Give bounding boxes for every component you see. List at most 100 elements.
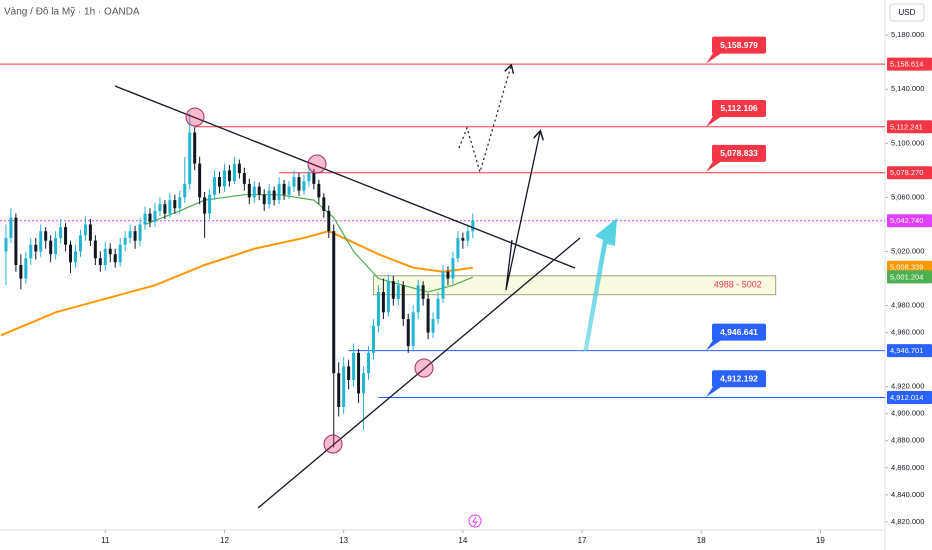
candle-body (203, 197, 207, 214)
candle-body (436, 298, 440, 320)
callout-box (712, 99, 766, 117)
y-tick-label: 4,980.000 (891, 301, 924, 310)
y-tick-label: 4,900.000 (891, 409, 924, 418)
currency: USD (899, 8, 916, 17)
candle-body (456, 237, 460, 259)
price-tag (887, 57, 932, 71)
event-icon-bolt (472, 516, 478, 527)
candle-body (282, 183, 286, 195)
labels: 5,158.614 5,112.241 5,078.270 5,042.740 5,00… (706, 36, 932, 404)
candle-body (93, 240, 97, 259)
candle-body (133, 231, 137, 241)
candle-body (88, 224, 92, 241)
trend-line (257, 237, 581, 509)
x-tick-label: 12 (220, 536, 229, 545)
candle-body (213, 177, 217, 195)
price-tag (887, 166, 932, 180)
candle-body (138, 224, 142, 241)
callout-tail (706, 385, 722, 398)
candle-body (307, 173, 311, 182)
callout-label: 5,158.979 (720, 40, 758, 50)
candle-body (208, 194, 212, 214)
candle-body (143, 213, 147, 225)
candle-body (148, 213, 152, 222)
candle-body (386, 281, 390, 313)
candle-body (19, 265, 23, 279)
candle-body (357, 352, 361, 394)
candle-body (4, 237, 8, 252)
candle-body (262, 194, 266, 205)
candle-body (312, 173, 316, 184)
zone-label: 4988 - 5002 (714, 280, 762, 290)
x-tick-label: 17 (578, 536, 587, 545)
candle-body (381, 292, 385, 313)
callout-tail (706, 114, 722, 127)
candle-body (193, 132, 197, 164)
price-tag-label: 5,158.614 (890, 60, 923, 69)
candle-body (371, 325, 375, 353)
candle-body (322, 197, 326, 211)
candle-body (168, 200, 172, 214)
candle-body (332, 231, 336, 374)
price-tag-label: 5,078.270 (890, 168, 923, 177)
candle-body (73, 251, 77, 263)
candle-body (302, 181, 306, 191)
candle-body (267, 190, 271, 205)
candle-body (426, 298, 430, 333)
price-tag-label: 4,912.014 (890, 393, 923, 402)
candle-body (451, 258, 455, 279)
candle-body (367, 352, 371, 374)
candle-body (421, 285, 425, 299)
moving-average (0, 230, 473, 337)
candle-body (431, 319, 435, 333)
x-tick-label: 13 (339, 536, 348, 545)
candle-body (227, 170, 231, 182)
price-tag-label: 5,008.339 (890, 263, 923, 272)
candle-body (391, 281, 395, 299)
candle-body (242, 173, 246, 184)
trend-line (114, 85, 576, 269)
candle-body (416, 285, 420, 313)
candle-body (178, 197, 182, 209)
candle-body (158, 204, 162, 211)
y-tick-label: 4,920.000 (891, 382, 924, 391)
candle-body (337, 373, 341, 407)
y-tick-label: 4,880.000 (891, 436, 924, 445)
candle-body (471, 220, 475, 232)
path-arrow (505, 132, 540, 291)
candle-body (292, 177, 296, 187)
y-tick-label: 5,180.000 (891, 30, 924, 39)
candle-body (34, 244, 38, 252)
y-tick-label: 5,140.000 (891, 84, 924, 93)
candle-body (173, 200, 177, 209)
callout-label: 5,112.106 (720, 103, 758, 113)
candle-body (352, 352, 356, 380)
candle-body (113, 254, 117, 263)
candle-body (69, 244, 73, 263)
candle-body (441, 271, 445, 299)
callout-label: 4,946.641 (720, 327, 758, 337)
touch-circle (185, 107, 205, 127)
y-tick-label: 4,960.000 (891, 328, 924, 337)
candle-body (252, 186, 256, 198)
price-tag-label: 4,946.701 (890, 346, 923, 355)
candle-body (188, 132, 192, 184)
price-tag-label: 5,112.241 (890, 122, 923, 131)
candle-body (218, 177, 222, 187)
currency-box (889, 3, 925, 22)
candle-body (347, 366, 351, 380)
candle-body (59, 227, 63, 238)
candle-body (83, 224, 87, 236)
price-tag (887, 390, 932, 404)
y-tick-label: 5,060.000 (891, 192, 924, 201)
price-tag-label: 5,001.204 (890, 272, 923, 281)
candle-body (257, 186, 261, 195)
candle-body (466, 231, 470, 241)
chart-title: Vàng / Đô la Mỹ · 1h · OANDA (4, 7, 140, 18)
callout-box (712, 144, 766, 162)
bull-arrow (582, 218, 617, 352)
candle-body (98, 258, 102, 265)
candle-body (123, 237, 127, 245)
candle-body (29, 244, 33, 259)
